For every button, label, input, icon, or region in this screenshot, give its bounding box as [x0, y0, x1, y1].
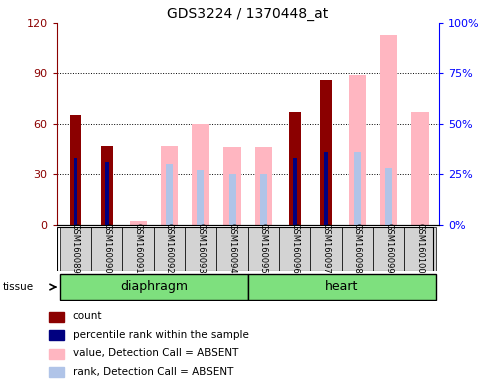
Bar [49, 330, 64, 340]
Bar [192, 124, 210, 225]
Bar [101, 146, 113, 225]
Text: GSM160091: GSM160091 [134, 223, 142, 274]
Text: heart: heart [325, 280, 358, 293]
Bar [255, 147, 272, 225]
Bar [404, 227, 436, 271]
Text: GSM160098: GSM160098 [353, 223, 362, 274]
Bar [248, 274, 436, 300]
Bar [311, 227, 342, 271]
Bar [73, 158, 77, 225]
Bar [324, 152, 328, 225]
Text: GSM160099: GSM160099 [384, 223, 393, 274]
Bar [411, 112, 428, 225]
Text: GSM160090: GSM160090 [103, 223, 111, 274]
Bar [166, 164, 173, 225]
Bar [161, 146, 178, 225]
Bar [122, 227, 154, 271]
Bar [260, 174, 267, 225]
Bar [105, 162, 108, 225]
Bar [373, 227, 404, 271]
Text: rank, Detection Call = ABSENT: rank, Detection Call = ABSENT [72, 367, 233, 377]
Bar [60, 274, 248, 300]
Text: GSM160089: GSM160089 [71, 223, 80, 274]
Bar [349, 75, 366, 225]
Bar [229, 174, 236, 225]
Bar [289, 112, 301, 225]
Text: GSM160096: GSM160096 [290, 223, 299, 274]
Bar [49, 367, 64, 377]
Bar [279, 227, 311, 271]
Bar [49, 312, 64, 322]
Bar [248, 227, 279, 271]
Bar [130, 221, 147, 225]
Bar [154, 227, 185, 271]
Bar [60, 227, 91, 271]
Text: percentile rank within the sample: percentile rank within the sample [72, 330, 248, 340]
Text: GSM160100: GSM160100 [416, 223, 424, 274]
Bar [293, 158, 297, 225]
Text: GSM160097: GSM160097 [321, 223, 330, 274]
Bar [380, 35, 397, 225]
Text: count: count [72, 311, 102, 321]
Bar [70, 116, 81, 225]
Text: diaphragm: diaphragm [120, 280, 188, 293]
Text: value, Detection Call = ABSENT: value, Detection Call = ABSENT [72, 348, 238, 358]
Bar [354, 152, 361, 225]
Text: tissue: tissue [2, 282, 34, 292]
Bar [320, 80, 332, 225]
Bar [216, 227, 248, 271]
Bar [342, 227, 373, 271]
Bar [223, 147, 241, 225]
Text: GSM160093: GSM160093 [196, 223, 205, 274]
Bar [385, 168, 392, 225]
Bar [91, 227, 122, 271]
Bar [185, 227, 216, 271]
Text: GSM160095: GSM160095 [259, 223, 268, 274]
Text: GSM160092: GSM160092 [165, 223, 174, 274]
Bar [197, 170, 204, 225]
Bar [49, 349, 64, 359]
Text: GSM160094: GSM160094 [228, 223, 237, 274]
Title: GDS3224 / 1370448_at: GDS3224 / 1370448_at [167, 7, 328, 21]
